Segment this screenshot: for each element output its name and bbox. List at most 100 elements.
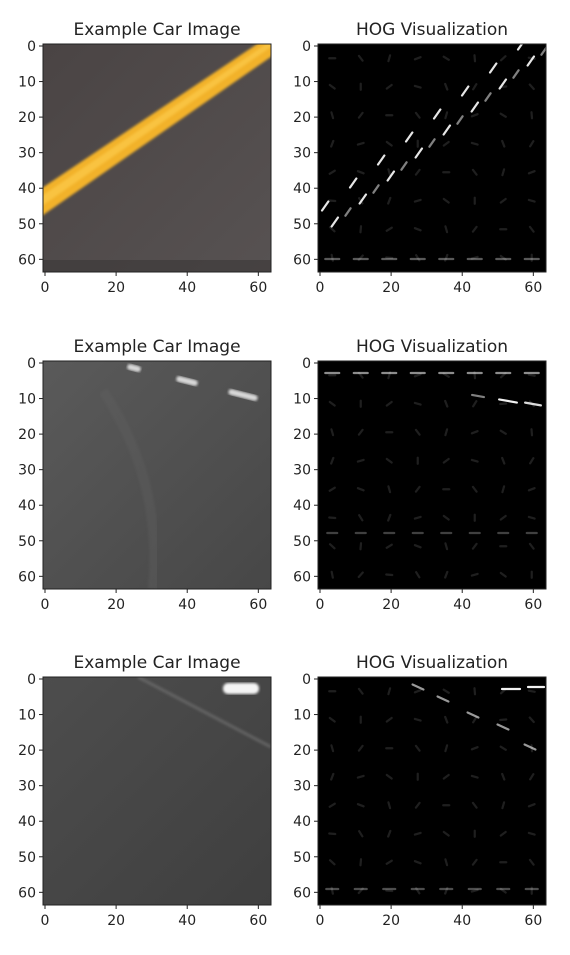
hog-gradient-mark (356, 487, 365, 492)
hog-gradient-mark (357, 571, 364, 579)
hog-gradient-mark (512, 69, 520, 79)
hog-visualization-panel: HOG Visualization 0 10 20 30 40 50 60 0 20 40 60 (293, 653, 547, 929)
hog-gradient-mark (385, 400, 393, 407)
axes-frame (317, 360, 547, 590)
y-tick-label: 50 (18, 217, 36, 233)
hog-gradient-mark (528, 716, 535, 724)
hog-gradient-mark (527, 198, 536, 203)
x-tick-label: 60 (524, 913, 542, 929)
panel-title: Example Car Image (73, 653, 240, 673)
hog-gradient-mark (328, 543, 336, 550)
x-tick-label: 0 (41, 280, 50, 296)
hog-gradient-mark (328, 226, 336, 233)
hog-gradient-mark (358, 514, 364, 522)
hog-gradient-mark (330, 772, 335, 781)
hog-gradient-mark (442, 140, 450, 147)
axes-frame (42, 43, 272, 273)
hog-gradient-mark (499, 887, 507, 894)
y-tick-label: 60 (18, 885, 36, 901)
hog-gradient-mark (413, 831, 422, 836)
hog-gradient-mark (385, 773, 393, 780)
hog-gradient-mark (471, 801, 478, 809)
hog-gradient-mark (413, 56, 422, 61)
hog-gradient-mark (411, 683, 425, 691)
y-tick-label: 30 (293, 146, 311, 162)
hog-gradient-mark (530, 428, 534, 437)
hog-gradient-mark (471, 858, 478, 866)
y-tick-label: 60 (293, 569, 311, 585)
y-tick-label: 40 (18, 498, 36, 514)
y-tick-label: 40 (293, 814, 311, 830)
hog-gradient-mark (328, 169, 336, 175)
hog-gradient-mark (499, 55, 507, 62)
hog-gradient-mark (472, 83, 478, 91)
hog-gradient-mark (328, 486, 336, 492)
x-tick-label: 20 (107, 280, 125, 296)
y-tick-label: 30 (293, 463, 311, 479)
panel-title: HOG Visualization (356, 20, 508, 40)
hog-gradient-mark (413, 515, 422, 520)
x-tick-label: 0 (41, 597, 50, 613)
y-tick-label: 50 (293, 850, 311, 866)
y-tick-label: 10 (293, 75, 311, 91)
x-tick-label: 60 (249, 597, 267, 613)
hog-gradient-mark (328, 859, 336, 866)
hog-gradient-mark (442, 372, 450, 378)
y-tick-label: 30 (18, 463, 36, 479)
lane-dash (127, 364, 141, 372)
hog-gradient-mark (387, 485, 392, 494)
hog-gradient-mark (356, 803, 365, 808)
panel-title: HOG Visualization (356, 337, 508, 357)
y-tick-label: 50 (293, 217, 311, 233)
hog-gradient-mark (358, 830, 364, 838)
axes-frame (317, 676, 547, 906)
hog-gradient-mark (527, 373, 536, 377)
hog-gradient-mark (415, 254, 421, 262)
y-tick-label: 0 (302, 356, 311, 372)
hog-gradient-mark (413, 860, 422, 865)
pavement-seam (137, 677, 271, 749)
x-tick-label: 0 (41, 913, 50, 929)
hog-gradient-mark (385, 140, 393, 147)
hog-gradient-mark (385, 543, 393, 549)
y-tick-label: 50 (18, 534, 36, 550)
x-tick-label: 20 (382, 597, 400, 613)
hog-gradient-mark (414, 801, 421, 809)
hog-gradient-mark (348, 177, 358, 189)
hog-gradient-mark (358, 193, 368, 205)
hog-gradient-mark (328, 199, 337, 203)
hog-gradient-mark (385, 256, 394, 260)
hog-gradient-mark (357, 887, 364, 895)
hog-gradient-mark (499, 402, 508, 406)
hog-gradient-mark (496, 723, 510, 731)
hog-gradient-mark (344, 207, 352, 217)
x-tick-label: 40 (453, 913, 471, 929)
x-tick-label: 20 (382, 280, 400, 296)
hog-gradient-mark (444, 82, 449, 91)
hog-gradient-mark (359, 225, 363, 234)
hog-gradient-mark (471, 485, 478, 493)
hog-gradient-mark (357, 54, 364, 62)
hog-gradient-mark (357, 744, 364, 752)
y-tick-label: 0 (27, 672, 36, 688)
hog-gradient-mark (357, 428, 364, 436)
hog-gradient-mark (527, 170, 536, 175)
hog-gradient-mark (527, 487, 536, 492)
hog-gradient-mark (330, 111, 335, 120)
x-tick-label: 40 (178, 597, 196, 613)
y-tick-label: 30 (293, 779, 311, 795)
road-markings (43, 44, 271, 272)
hog-gradient-mark (414, 168, 421, 176)
y-tick-label: 50 (18, 850, 36, 866)
hog-background (318, 361, 546, 589)
panel-title: Example Car Image (73, 20, 240, 40)
hog-gradient-mark (414, 111, 421, 119)
hog-gradient-mark (442, 830, 450, 837)
hog-image (318, 677, 546, 905)
hog-gradient-mark (444, 858, 449, 867)
hog-gradient-mark (460, 85, 470, 97)
x-tick-label: 0 (316, 913, 325, 929)
hog-gradient-mark (356, 774, 365, 779)
hog-gradient-mark (442, 55, 450, 61)
